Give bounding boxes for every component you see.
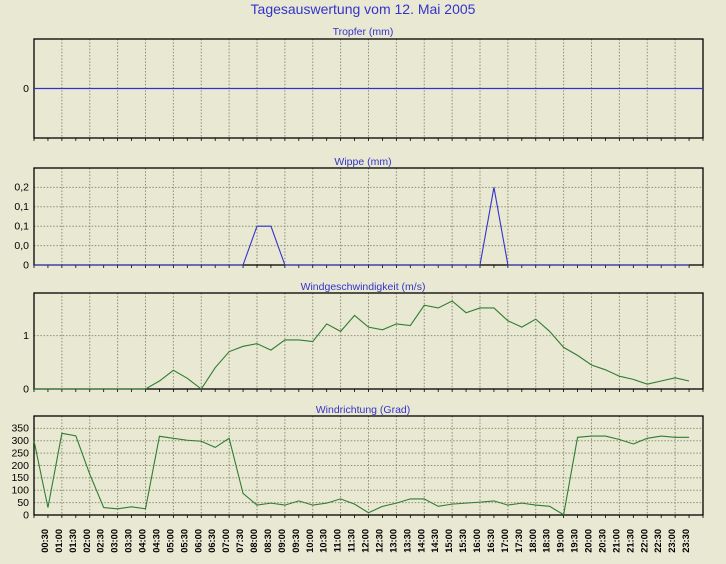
svg-text:21:00: 21:00: [611, 529, 621, 553]
svg-text:01:00: 01:00: [54, 529, 64, 553]
svg-text:01:30: 01:30: [68, 529, 78, 553]
svg-text:04:30: 04:30: [151, 529, 161, 553]
svg-text:04:00: 04:00: [138, 529, 148, 553]
svg-text:03:00: 03:00: [110, 529, 120, 553]
svg-text:21:30: 21:30: [625, 529, 635, 553]
svg-text:13:00: 13:00: [388, 529, 398, 553]
svg-text:0,0: 0,0: [14, 240, 29, 252]
svg-text:20:00: 20:00: [584, 529, 594, 553]
svg-text:19:30: 19:30: [570, 529, 580, 553]
svg-text:09:00: 09:00: [277, 529, 287, 553]
svg-text:150: 150: [11, 472, 29, 484]
svg-text:350: 350: [11, 423, 29, 435]
svg-text:08:30: 08:30: [263, 529, 273, 553]
svg-text:23:30: 23:30: [681, 529, 691, 553]
svg-text:16:30: 16:30: [486, 529, 496, 553]
svg-text:0,1: 0,1: [14, 201, 29, 213]
svg-text:02:30: 02:30: [96, 529, 106, 553]
svg-text:Wippe (mm): Wippe (mm): [334, 156, 391, 168]
svg-text:0: 0: [23, 259, 29, 271]
svg-text:19:00: 19:00: [556, 529, 566, 553]
svg-text:12:00: 12:00: [361, 529, 371, 553]
svg-text:Tropfer (mm): Tropfer (mm): [333, 26, 394, 38]
svg-text:15:30: 15:30: [458, 529, 468, 553]
svg-text:12:30: 12:30: [374, 529, 384, 553]
svg-text:17:30: 17:30: [514, 529, 524, 553]
svg-text:300: 300: [11, 435, 29, 447]
svg-text:0: 0: [23, 509, 29, 521]
svg-text:08:00: 08:00: [249, 529, 259, 553]
svg-text:02:00: 02:00: [82, 529, 92, 553]
svg-text:23:00: 23:00: [667, 529, 677, 553]
svg-text:18:00: 18:00: [528, 529, 538, 553]
svg-text:11:00: 11:00: [333, 529, 343, 552]
svg-text:1: 1: [23, 330, 29, 342]
svg-text:06:00: 06:00: [193, 529, 203, 553]
svg-text:18:30: 18:30: [542, 529, 552, 553]
svg-text:05:00: 05:00: [165, 529, 175, 553]
svg-text:10:00: 10:00: [305, 529, 315, 553]
svg-text:14:30: 14:30: [430, 529, 440, 553]
svg-text:07:30: 07:30: [235, 529, 245, 553]
svg-text:07:00: 07:00: [221, 529, 231, 553]
svg-text:22:00: 22:00: [639, 529, 649, 553]
svg-text:16:00: 16:00: [472, 529, 482, 553]
svg-text:200: 200: [11, 460, 29, 472]
svg-text:20:30: 20:30: [597, 529, 607, 553]
svg-text:06:30: 06:30: [207, 529, 217, 553]
svg-text:50: 50: [17, 497, 29, 509]
svg-text:Windgeschwindigkeit (m/s): Windgeschwindigkeit (m/s): [301, 281, 426, 293]
svg-text:0: 0: [23, 83, 29, 95]
svg-text:03:30: 03:30: [124, 529, 134, 553]
svg-text:0: 0: [23, 383, 29, 395]
svg-text:10:30: 10:30: [319, 529, 329, 553]
svg-text:Tagesauswertung vom 12. Mai 20: Tagesauswertung vom 12. Mai 2005: [251, 1, 476, 17]
svg-text:00:30: 00:30: [40, 529, 50, 553]
svg-text:17:00: 17:00: [500, 529, 510, 553]
svg-text:05:30: 05:30: [179, 529, 189, 553]
svg-text:11:30: 11:30: [347, 529, 357, 552]
svg-text:14:00: 14:00: [416, 529, 426, 553]
svg-text:0,1: 0,1: [14, 221, 29, 233]
svg-text:15:00: 15:00: [444, 529, 454, 553]
svg-text:13:30: 13:30: [402, 529, 412, 553]
svg-text:09:30: 09:30: [291, 529, 301, 553]
svg-text:22:30: 22:30: [653, 529, 663, 553]
svg-text:250: 250: [11, 447, 29, 459]
svg-text:0,2: 0,2: [14, 182, 29, 194]
svg-text:100: 100: [11, 485, 29, 497]
svg-text:Windrichtung (Grad): Windrichtung (Grad): [316, 404, 411, 416]
